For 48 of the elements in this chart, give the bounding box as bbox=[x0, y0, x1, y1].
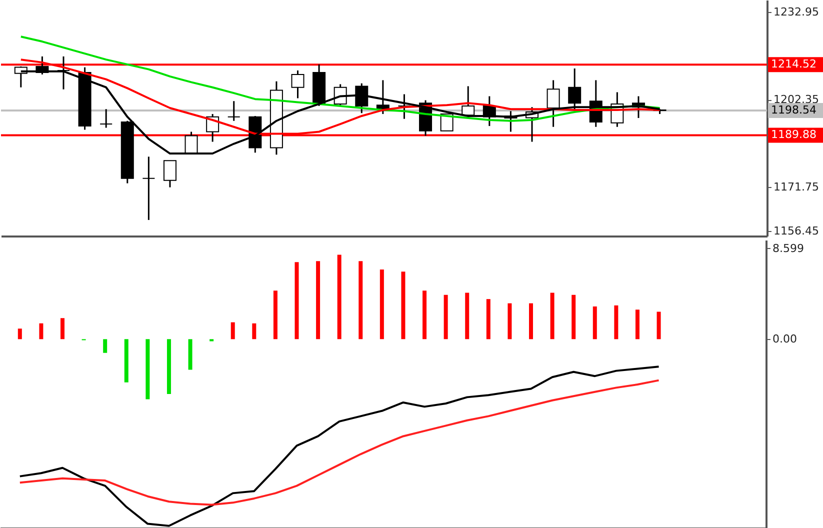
bar bbox=[508, 303, 512, 340]
line-series bbox=[18, 379, 660, 506]
bar bbox=[656, 312, 661, 340]
bar bbox=[380, 270, 384, 340]
bar bbox=[337, 254, 342, 340]
candlestick bbox=[227, 100, 240, 122]
ref-line-label: 1189.88 bbox=[771, 128, 816, 142]
bar bbox=[294, 262, 299, 340]
bar bbox=[486, 299, 490, 340]
candlestick bbox=[163, 160, 176, 188]
line-series bbox=[20, 36, 661, 122]
bar bbox=[635, 310, 640, 340]
candlestick bbox=[100, 108, 113, 128]
bar bbox=[124, 339, 128, 382]
bar bbox=[166, 339, 171, 394]
y-tick-label: 8.599 bbox=[772, 242, 804, 255]
ref-line-label: 1214.52 bbox=[771, 58, 816, 71]
bar bbox=[103, 339, 108, 353]
bar bbox=[252, 323, 256, 340]
bar bbox=[572, 294, 576, 340]
candlestick bbox=[142, 156, 156, 221]
candlestick bbox=[398, 93, 411, 120]
line-series bbox=[18, 366, 660, 527]
bar bbox=[273, 290, 278, 340]
bar bbox=[422, 290, 427, 340]
y-tick-label: 1171.75 bbox=[774, 180, 819, 194]
bar bbox=[444, 294, 448, 340]
candlestick bbox=[546, 79, 560, 128]
candlestick bbox=[355, 82, 368, 114]
bar bbox=[465, 292, 470, 340]
bar bbox=[60, 318, 64, 340]
bar bbox=[316, 261, 320, 340]
bar bbox=[39, 323, 44, 340]
y-tick-label: 1156.45 bbox=[774, 224, 819, 238]
bar bbox=[592, 306, 597, 340]
candlestick bbox=[291, 70, 304, 99]
bar bbox=[614, 305, 618, 340]
bar bbox=[401, 272, 406, 340]
bar bbox=[230, 322, 235, 340]
bar bbox=[529, 303, 534, 340]
y-tick-label: 0.00 bbox=[772, 332, 797, 346]
bar bbox=[188, 339, 192, 370]
bar bbox=[550, 292, 554, 340]
y-tick-label: 1232.95 bbox=[774, 5, 819, 18]
candlestick bbox=[462, 85, 475, 117]
bar bbox=[18, 328, 22, 340]
bar bbox=[146, 339, 150, 400]
bar bbox=[358, 261, 363, 340]
